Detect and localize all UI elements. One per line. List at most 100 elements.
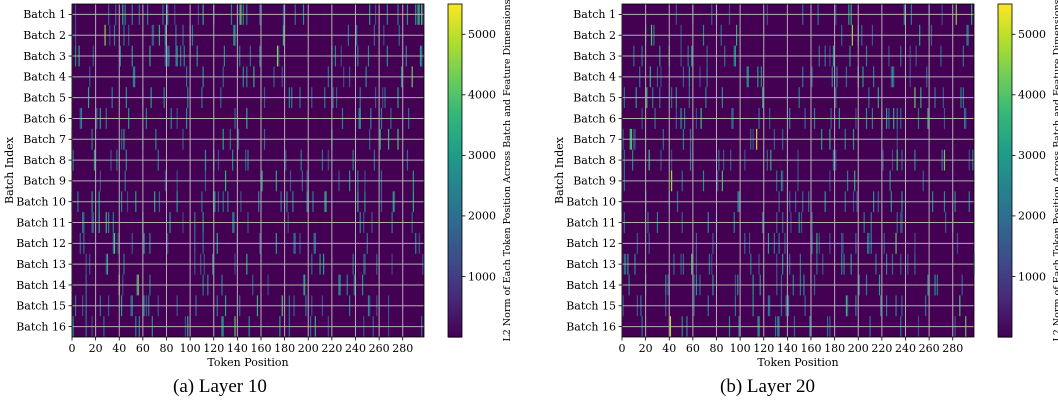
colorbar-swatch <box>998 70 1012 74</box>
colorbar-swatch <box>998 256 1012 260</box>
y-tick-label: Batch 5 <box>573 91 616 104</box>
colorbar-swatch <box>448 209 462 213</box>
colorbar-swatch <box>998 248 1012 252</box>
colorbar-swatch <box>998 6 1012 11</box>
colorbar-swatch <box>448 325 462 330</box>
colorbar-swatch <box>998 184 1012 188</box>
colorbar-swatch <box>448 226 462 230</box>
colorbar-swatch <box>448 181 462 185</box>
colorbar-swatch <box>998 34 1012 38</box>
colorbar-swatch <box>998 317 1012 321</box>
colorbar-swatch <box>448 4 462 8</box>
colorbar-swatch <box>448 98 462 102</box>
colorbar-swatch <box>998 67 1012 72</box>
colorbar-swatch <box>998 42 1012 47</box>
y-tick-label: Batch 1 <box>23 8 66 21</box>
y-tick-label: Batch 11 <box>16 216 66 229</box>
colorbar-swatch <box>448 206 462 210</box>
colorbar-tick-label: 4000 <box>468 89 496 102</box>
y-tick-label: Batch 4 <box>573 71 616 84</box>
x-tick-label: 280 <box>942 342 963 355</box>
colorbar-swatch <box>998 78 1012 83</box>
colorbar-swatch <box>998 192 1012 197</box>
colorbar-swatch <box>448 334 462 338</box>
colorbar-swatch <box>448 37 462 41</box>
colorbar-swatch <box>998 59 1012 63</box>
y-tick-label: Batch 2 <box>23 29 66 42</box>
colorbar-swatch <box>448 256 462 260</box>
colorbar-swatch <box>448 292 462 296</box>
colorbar-swatch <box>998 267 1012 272</box>
colorbar-swatch <box>998 292 1012 296</box>
colorbar-swatch <box>998 17 1012 22</box>
colorbar-swatch <box>448 245 462 249</box>
y-tick-label: Batch 7 <box>573 133 616 146</box>
x-tick-label: 280 <box>392 342 413 355</box>
colorbar-swatch <box>998 115 1012 119</box>
x-tick-label: 80 <box>159 342 173 355</box>
colorbar-swatch <box>998 209 1012 213</box>
x-tick-label: 120 <box>203 342 224 355</box>
colorbar-frame <box>997 3 1013 338</box>
colorbar-tick-label: 1000 <box>468 270 496 283</box>
colorbar-swatch <box>998 275 1012 280</box>
colorbar-swatch <box>998 298 1012 302</box>
x-tick-label: 160 <box>250 342 271 355</box>
colorbar-swatch <box>998 109 1012 113</box>
x-tick-label: 240 <box>345 342 366 355</box>
colorbar-swatch <box>448 101 462 105</box>
colorbar-swatch <box>448 123 462 127</box>
colorbar-swatch <box>998 281 1012 285</box>
colorbar-swatch <box>448 53 462 58</box>
colorbar-swatch <box>448 78 462 83</box>
y-tick-label: Batch 8 <box>573 154 616 167</box>
colorbar-swatch <box>998 4 1012 8</box>
colorbar-swatch <box>448 131 462 136</box>
colorbar-swatch <box>998 178 1012 183</box>
colorbar-swatch <box>998 53 1012 58</box>
colorbar-swatch <box>448 67 462 72</box>
colorbar-swatch <box>998 187 1012 191</box>
y-tick-label: Batch 4 <box>23 71 66 84</box>
colorbar-swatch <box>998 48 1012 52</box>
colorbar-swatch <box>448 31 462 36</box>
colorbar-swatch <box>448 231 462 235</box>
colorbar-swatch <box>998 162 1012 166</box>
colorbar-swatch <box>448 115 462 119</box>
colorbar-tick-label: 4000 <box>1018 89 1046 102</box>
colorbar-swatch <box>998 198 1012 202</box>
colorbar-swatch <box>448 212 462 216</box>
colorbar-swatch <box>998 156 1012 161</box>
colorbar-swatch <box>448 106 462 111</box>
colorbar-swatch <box>448 153 462 158</box>
colorbar-swatch <box>448 128 462 133</box>
x-tick-label: 140 <box>777 342 798 355</box>
colorbar-swatch <box>998 328 1012 333</box>
y-axis-label: Batch Index <box>553 136 566 204</box>
colorbar-swatch <box>998 159 1012 163</box>
colorbar-swatch <box>998 170 1012 174</box>
y-tick-label: Batch 16 <box>566 320 616 333</box>
x-tick-label: 180 <box>824 342 845 355</box>
x-tick-label: 260 <box>919 342 940 355</box>
colorbar-swatch <box>998 164 1012 169</box>
y-tick-label: Batch 2 <box>573 29 616 42</box>
colorbar-swatch <box>448 201 462 205</box>
colorbar-swatch <box>998 20 1012 25</box>
colorbar-tick-label: 3000 <box>468 149 496 162</box>
colorbar-swatch <box>448 103 462 108</box>
caption-layer-20: (b) Layer 20 <box>720 376 815 397</box>
colorbar-swatch <box>448 331 462 335</box>
y-tick-label: Batch 15 <box>566 300 616 313</box>
colorbar-swatch <box>448 139 462 144</box>
colorbar-swatch <box>448 65 462 69</box>
y-tick-label: Batch 11 <box>566 216 616 229</box>
colorbar-swatch <box>998 139 1012 144</box>
plot-frame <box>621 3 975 338</box>
colorbar-swatch <box>998 95 1012 99</box>
x-tick-label: 100 <box>730 342 751 355</box>
colorbar-swatch <box>448 81 462 86</box>
colorbar-swatch <box>998 223 1012 227</box>
colorbar-swatch <box>998 87 1012 91</box>
colorbar-swatch <box>448 87 462 91</box>
